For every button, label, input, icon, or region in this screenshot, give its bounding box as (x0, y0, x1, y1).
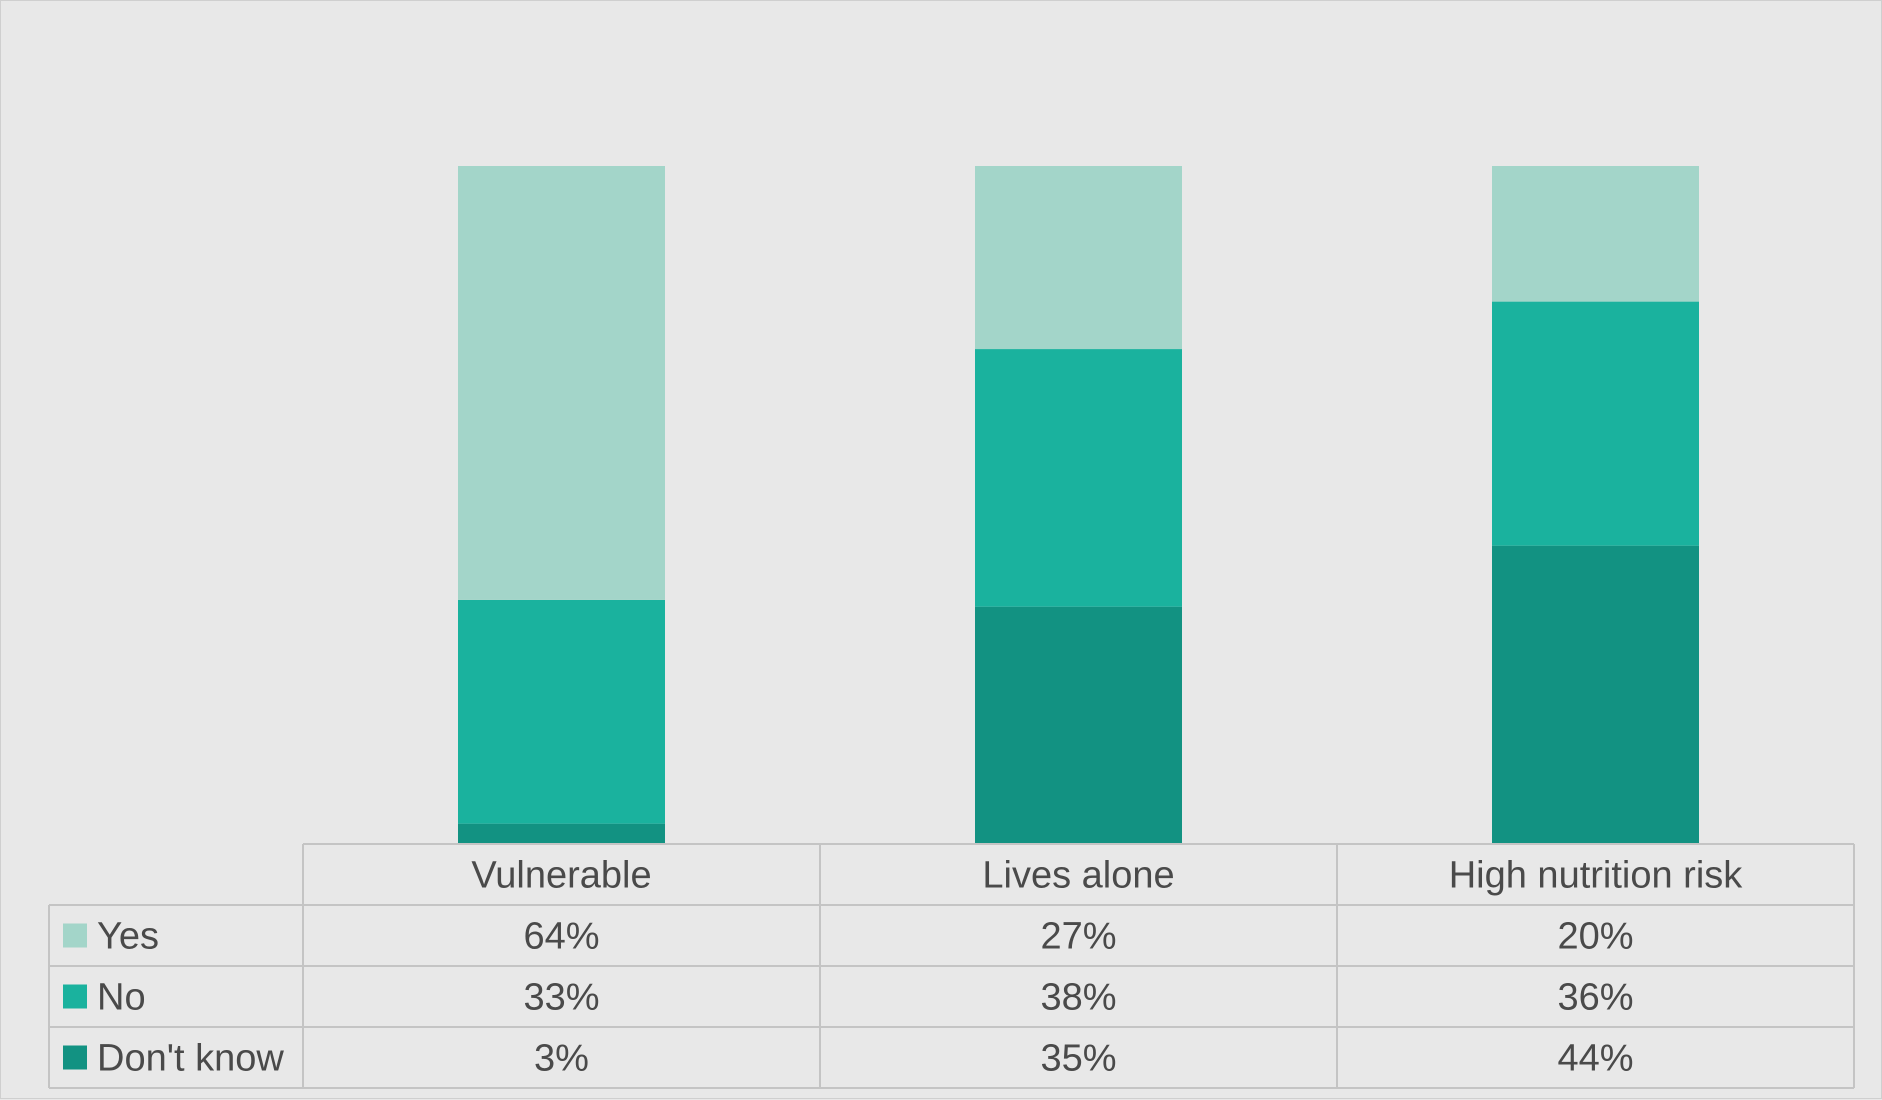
data-label: 27% (1040, 916, 1116, 958)
data-label: 20% (1557, 916, 1633, 958)
bar-lives-alone-don-t-know (975, 606, 1182, 844)
data-label: 64% (523, 916, 599, 958)
bar-vulnerable-yes (458, 166, 665, 600)
bar-high-nutrition-risk-no (1492, 301, 1699, 546)
legend-label: Don't know (97, 1038, 284, 1080)
data-label: 38% (1040, 977, 1116, 1019)
bar-vulnerable-don-t-know (458, 823, 665, 844)
data-table: Vulnerable Lives alone High nutrition risk… (48, 843, 1855, 1089)
data-label: 44% (1557, 1038, 1633, 1080)
data-label: 36% (1557, 977, 1633, 1019)
category-label: Vulnerable (471, 855, 651, 897)
data-label: 35% (1040, 1038, 1116, 1080)
legend-swatch (63, 984, 87, 1009)
data-label: 3% (534, 1038, 589, 1080)
bar-vulnerable-no (458, 599, 665, 824)
category-label: High nutrition risk (1449, 855, 1744, 897)
legend-label: No (97, 977, 146, 1019)
bars-layer (458, 166, 1699, 844)
bar-high-nutrition-risk-yes (1492, 166, 1699, 302)
bar-lives-alone-no (975, 349, 1182, 607)
category-label: Lives alone (982, 855, 1174, 897)
legend-swatch (63, 923, 87, 948)
data-label: 33% (523, 977, 599, 1019)
legend-label: Yes (97, 916, 159, 958)
legend-swatch (63, 1045, 87, 1070)
bar-lives-alone-yes (975, 166, 1182, 350)
bar-high-nutrition-risk-don-t-know (1492, 545, 1699, 844)
